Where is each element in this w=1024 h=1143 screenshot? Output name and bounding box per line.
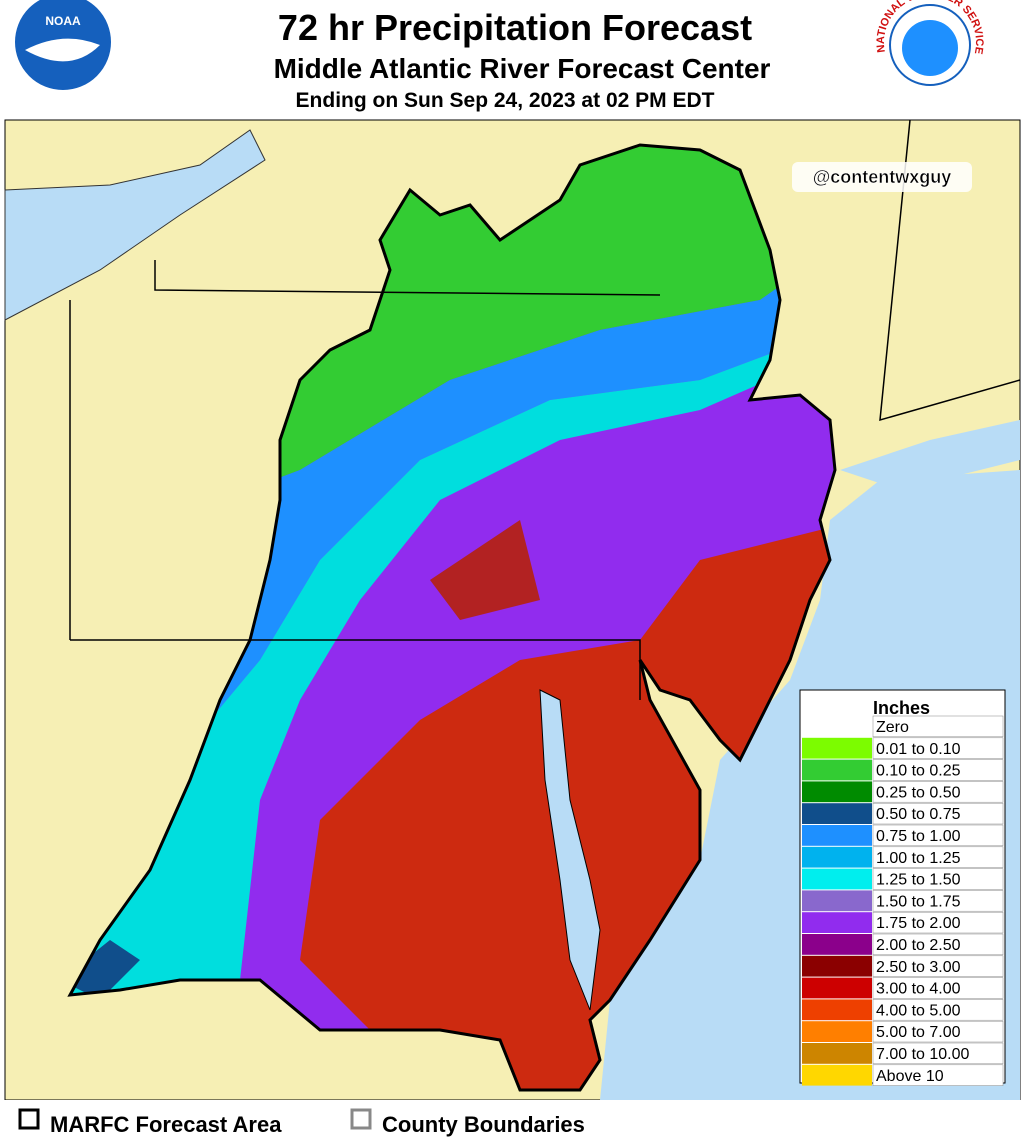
subtitle: Middle Atlantic River Forecast Center [274, 53, 771, 84]
legend-swatch [802, 759, 872, 781]
footer-key [18, 1108, 40, 1130]
noaa-logo-text: NOAA [45, 14, 81, 28]
legend-label-box [872, 824, 1004, 847]
state-line [70, 639, 641, 700]
footer-label: County Boundaries [382, 1112, 585, 1137]
legend-swatch [802, 955, 872, 977]
legend-swatch [802, 803, 872, 824]
legend-label-box [872, 737, 1004, 759]
legend-swatch [802, 934, 872, 955]
footer-bar [0, 1100, 1024, 1143]
legend-swatch [802, 781, 872, 803]
footer-label: MARFC Forecast Area [50, 1112, 282, 1137]
legend-label: 4.00 to 5.00 [876, 1002, 961, 1019]
valid-time: Ending on Sun Sep 24, 2023 at 02 PM EDT [296, 89, 715, 112]
legend-swatch [802, 999, 872, 1021]
legend-swatch [802, 1043, 872, 1064]
legend-label-box [872, 1042, 1004, 1065]
legend-swatch [802, 716, 872, 737]
map: @contentwxguy [4, 119, 1021, 1101]
watermark: @contentwxguy [813, 167, 952, 187]
legend-label: 0.01 to 0.10 [876, 741, 961, 758]
legend-label-box [872, 1064, 1004, 1086]
legend-label: Zero [876, 719, 909, 736]
nws-logo-center [902, 20, 958, 76]
legend-label: 1.50 to 1.75 [876, 893, 961, 910]
legend-label-box [872, 868, 1004, 890]
legend-label: 0.10 to 0.25 [876, 763, 961, 780]
legend-title: Inches [873, 698, 930, 718]
legend-label-box [872, 955, 1004, 977]
legend-label: 1.00 to 1.25 [876, 850, 961, 867]
legend-label-box [872, 846, 1004, 868]
legend-swatch [802, 912, 872, 933]
legend-label-box [872, 933, 1004, 956]
legend-label: 5.00 to 7.00 [876, 1024, 961, 1041]
legend-label-box [872, 715, 1004, 738]
legend-swatch [802, 846, 872, 868]
state-line [879, 119, 1021, 422]
footer: MARFC Forecast Area County Boundaries [0, 1100, 1024, 1143]
legend-label-box [872, 759, 1004, 781]
footer-key [350, 1108, 372, 1130]
legend-label-box [872, 802, 1004, 825]
legend-label: 0.25 to 0.50 [876, 784, 961, 801]
state-line [154, 260, 661, 296]
legend-label: Above 10 [876, 1068, 944, 1085]
legend-swatch [802, 825, 872, 846]
legend-label-box [872, 1020, 1004, 1043]
long-island-sound [840, 420, 1020, 490]
noaa-bird [25, 38, 100, 62]
legend-swatch [802, 1064, 872, 1086]
legend-label: 1.75 to 2.00 [876, 915, 961, 932]
legend-swatch [802, 737, 872, 759]
legend-label-box [872, 999, 1004, 1021]
legend-label: 7.00 to 10.00 [876, 1046, 970, 1063]
legend: Inches Zero 0.01 to 0.10 0.10 to 0.25 0.25 … [799, 689, 1006, 1086]
legend-swatch [802, 977, 872, 999]
legend-label-box [872, 977, 1004, 999]
legend-swatch [802, 1021, 872, 1042]
legend-label-box [872, 781, 1004, 803]
legend-label: 0.75 to 1.00 [876, 828, 961, 845]
legend-label: 0.50 to 0.75 [876, 806, 961, 823]
legend-swatch [802, 868, 872, 890]
legend-swatch [802, 890, 872, 912]
legend-label-box [872, 911, 1004, 934]
legend-label: 2.00 to 2.50 [876, 937, 961, 954]
title: 72 hr Precipitation Forecast [278, 7, 752, 48]
legend-label: 3.00 to 4.00 [876, 981, 961, 998]
legend-label: 1.25 to 1.50 [876, 872, 961, 889]
watermark-bg [792, 162, 972, 192]
chesapeake-bay [539, 689, 601, 1011]
legend-label-box [872, 890, 1004, 912]
header: NOAA NATIONAL WEATHER SERVICE 72 hr Prec… [11, 0, 985, 112]
lake-ontario [4, 129, 266, 321]
legend-label: 2.50 to 3.00 [876, 959, 961, 976]
